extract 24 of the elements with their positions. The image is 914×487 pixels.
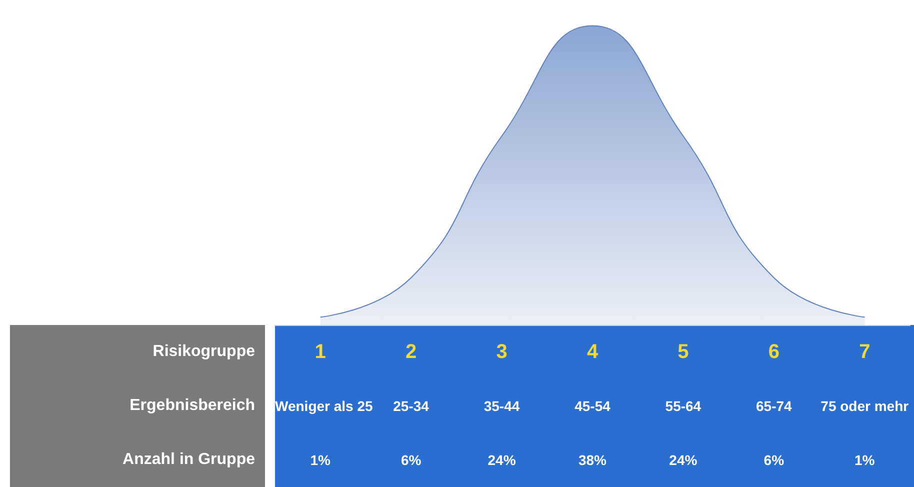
data-label: 6% (762, 451, 786, 470)
text: 55-64 (664, 397, 702, 416)
text: Anzahl in Gruppe (10, 433, 265, 487)
data-label: 24% (486, 451, 517, 470)
data-label: 1% (854, 451, 876, 470)
text: Ergebnisbereich (10, 379, 265, 434)
text: 25-34 (393, 398, 429, 414)
data-label: 24% (668, 451, 698, 470)
data-label: 1% (309, 451, 332, 470)
text: 45-54 (574, 397, 612, 416)
data-label: 38% (577, 451, 608, 470)
x-tick-label: 2 (406, 341, 417, 363)
text: 35-44 (482, 397, 521, 416)
x-tick-label: 6 (768, 341, 780, 363)
text: 65-74 (755, 397, 793, 416)
x-tick-label: 4 (586, 341, 599, 363)
x-tick-label: 3 (496, 341, 508, 363)
text: Weniger als 25 (275, 397, 373, 416)
data-label: 6% (400, 451, 422, 470)
x-tick-label: 5 (678, 341, 689, 363)
x-axis-title: Risikogruppe (10, 325, 265, 380)
text: 75 oder mehr (820, 397, 910, 416)
x-tick-label: 1 (314, 341, 326, 363)
x-tick-label: 7 (859, 341, 870, 363)
